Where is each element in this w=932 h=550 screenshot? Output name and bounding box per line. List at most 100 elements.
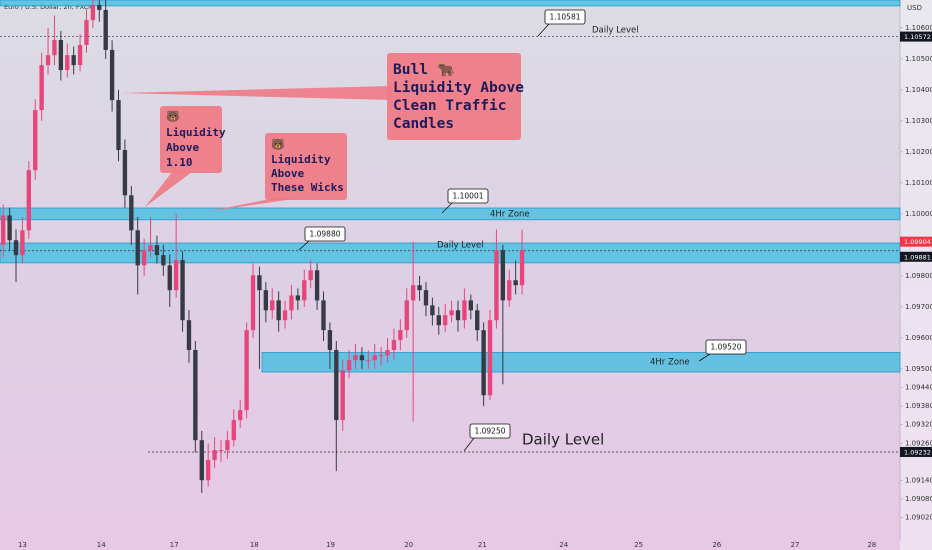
candle-body	[366, 360, 371, 362]
callout-text: 🐻	[271, 137, 285, 151]
price-tag-label: 1.10581	[549, 13, 580, 22]
candle-body	[167, 265, 172, 291]
candle-body	[289, 295, 294, 311]
x-tick-label: 19	[326, 541, 335, 549]
candle-body	[391, 340, 397, 350]
candle-body	[398, 330, 403, 341]
candle-body	[359, 355, 365, 361]
x-tick-label: 21	[478, 541, 487, 549]
candle-body	[225, 440, 230, 451]
candle-body	[71, 55, 76, 66]
y-tick-label: 1.09380	[905, 402, 932, 410]
candle-body	[39, 65, 44, 111]
callout-text: Clean Traffic	[393, 98, 507, 114]
y-tick-label: 1.09140	[905, 476, 932, 484]
callout-text: Liquidity	[271, 153, 331, 166]
y-tick-label: 1.09440	[905, 383, 932, 391]
candle-body	[250, 275, 256, 331]
candle-body	[462, 300, 467, 321]
candle-body	[327, 330, 333, 350]
level-note: Daily Level	[437, 241, 484, 251]
candle-body	[302, 280, 307, 301]
x-tick-label: 13	[18, 541, 27, 549]
y-tick-label: 1.09700	[905, 303, 932, 311]
candle-body	[7, 215, 12, 241]
callout	[160, 106, 222, 173]
price-tag-label: 1.09520	[710, 343, 741, 352]
candle-body	[238, 410, 243, 421]
candle-body	[321, 300, 326, 331]
candle-body	[468, 300, 473, 311]
callout-text: Liquidity	[166, 126, 226, 139]
candle-body	[218, 450, 224, 452]
callout-text: Liquidity Above	[393, 80, 524, 96]
candle-body	[500, 250, 506, 301]
x-tick-label: 24	[559, 541, 568, 549]
tag-pointer	[537, 23, 550, 37]
price-tag	[705, 339, 747, 355]
candle-body	[378, 355, 384, 357]
candle-body	[122, 150, 128, 196]
candle-body	[443, 315, 448, 326]
candle-body	[13, 240, 19, 256]
candle-body	[206, 460, 211, 481]
candle-body	[455, 310, 461, 321]
callout-pointer	[205, 198, 300, 212]
candle-body	[90, 4, 96, 21]
candle-body	[26, 170, 32, 231]
price-tag	[544, 9, 586, 25]
callout-pointer	[120, 86, 392, 100]
callout-text: Bull 🐂	[393, 61, 455, 78]
y-tick-label: 1.10600	[905, 24, 932, 32]
x-tick-label: 28	[867, 541, 876, 549]
currency: USD	[907, 4, 922, 12]
price-tag	[469, 423, 511, 439]
callout	[265, 133, 347, 200]
tag-pointer	[441, 202, 453, 214]
candle-body	[475, 310, 480, 331]
zone	[0, 207, 901, 221]
x-tick-label: 25	[634, 541, 643, 549]
callout-text: Above	[166, 141, 199, 154]
candle-body	[65, 55, 70, 71]
level-price-text: 1.10572	[904, 33, 931, 41]
y-tick-label: 1.10300	[905, 117, 932, 125]
candle-body	[103, 9, 108, 50]
level-note: 4Hr Zone	[490, 210, 530, 220]
level-note: 4Hr Zone	[650, 358, 690, 368]
callout-text: Above	[271, 167, 304, 180]
candle-body	[20, 230, 25, 256]
y-tick-label: 1.10400	[905, 86, 932, 94]
callout-text: Candles	[393, 116, 454, 132]
candle-body	[430, 305, 435, 316]
tag-pointer	[298, 240, 310, 251]
candle-body	[276, 300, 281, 321]
callout-text: 🐻	[166, 109, 180, 123]
last-price-label	[900, 236, 932, 247]
candle-body	[52, 39, 57, 56]
candle-body	[116, 100, 121, 151]
level-price-text: 1.09232	[904, 448, 931, 456]
y-tick-label: 1.10100	[905, 179, 932, 187]
price-axis	[900, 0, 932, 550]
candle-body	[199, 440, 204, 481]
callout-pointer	[145, 172, 192, 207]
y-tick-label: 1.09500	[905, 365, 932, 373]
candle-body	[410, 285, 416, 301]
candle-body	[507, 280, 512, 301]
candle-body	[148, 245, 153, 251]
candle-body	[487, 320, 493, 396]
candle-body	[141, 250, 147, 266]
level-price-text: 1.09881	[904, 253, 931, 261]
y-tick-label: 1.09080	[905, 495, 932, 503]
price-tag	[447, 188, 489, 204]
level-note: Daily Level	[592, 26, 639, 36]
zone	[261, 352, 901, 373]
candle-body	[244, 330, 249, 411]
candle-body	[481, 330, 486, 396]
y-tick-label: 1.09020	[905, 514, 932, 522]
candle-body	[449, 310, 454, 316]
candle-body	[404, 300, 409, 331]
candle-body	[109, 49, 115, 101]
candle-body	[436, 315, 441, 326]
